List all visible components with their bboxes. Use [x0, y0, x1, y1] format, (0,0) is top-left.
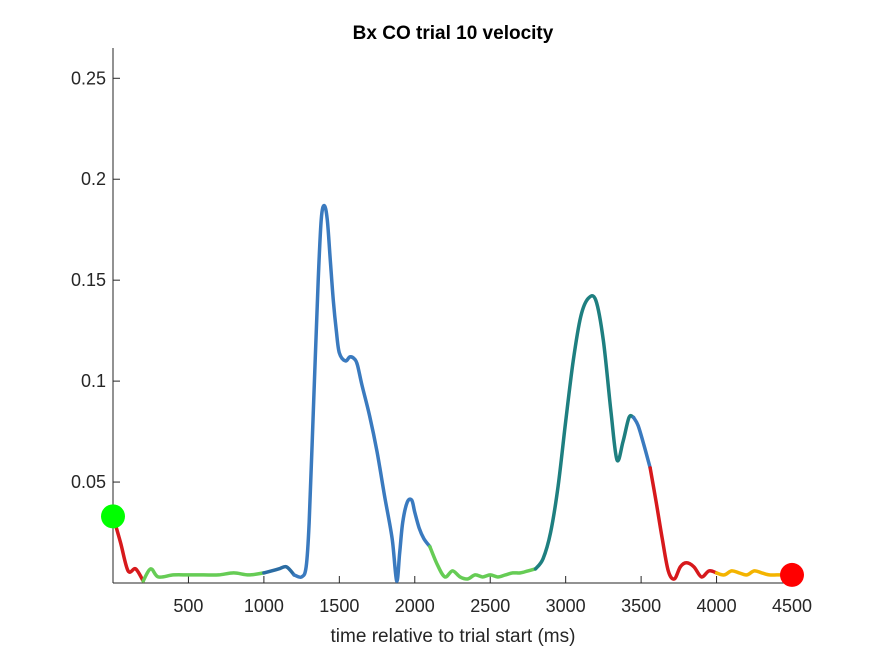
velocity-segment-4 — [292, 203, 432, 583]
x-tick-label: 3000 — [546, 596, 586, 616]
velocity-segment-6 — [533, 293, 636, 571]
x-tick-label: 1000 — [244, 596, 284, 616]
velocity-segment-2 — [141, 567, 266, 583]
x-tick-label: 2000 — [395, 596, 435, 616]
y-axis-ticks: 0.05 0.1 0.15 0.2 0.25 — [71, 68, 120, 492]
end-marker — [780, 562, 804, 587]
x-tick-label: 1500 — [319, 596, 359, 616]
start-marker — [101, 504, 125, 529]
y-tick-label: 0.2 — [81, 169, 106, 189]
x-axis-ticks: 500 1000 1500 2000 2500 3000 3500 4000 4500 — [173, 576, 812, 616]
series-group — [111, 203, 794, 583]
velocity-segment-8 — [648, 466, 719, 581]
y-tick-label: 0.05 — [71, 472, 106, 492]
velocity-segment-1 — [111, 514, 145, 583]
velocity-segment-9 — [714, 569, 794, 577]
velocity-segment-5 — [428, 544, 538, 581]
x-tick-label: 2500 — [470, 596, 510, 616]
x-tick-label: 4000 — [697, 596, 737, 616]
chart-title: Bx CO trial 10 velocity — [353, 23, 554, 44]
plot-area — [112, 48, 792, 584]
y-tick-label: 0.15 — [71, 270, 106, 290]
x-tick-label: 500 — [173, 596, 203, 616]
y-tick-label: 0.25 — [71, 68, 106, 88]
markers-group — [101, 504, 804, 587]
velocity-segment-7 — [631, 415, 652, 470]
velocity-segment-3 — [262, 564, 296, 577]
x-axis-label: time relative to trial start (ms) — [331, 626, 576, 647]
x-tick-label: 4500 — [772, 596, 812, 616]
x-tick-label: 3500 — [621, 596, 661, 616]
y-tick-label: 0.1 — [81, 371, 106, 391]
